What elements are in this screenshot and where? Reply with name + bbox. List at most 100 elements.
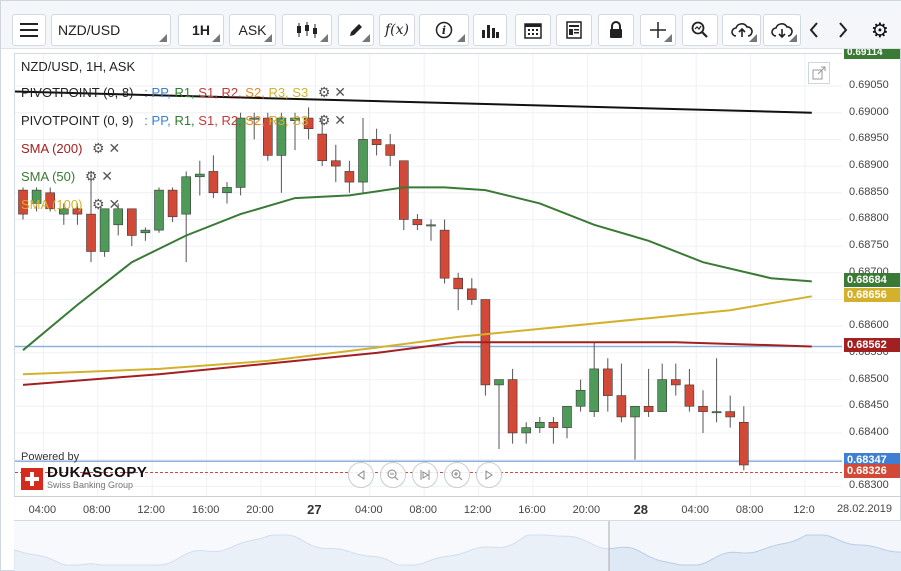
candle-body bbox=[426, 224, 436, 227]
candle-body bbox=[562, 405, 572, 428]
time-tick-label: 20:00 bbox=[572, 504, 601, 516]
candle-body bbox=[72, 208, 83, 215]
time-tick-label: 16:00 bbox=[518, 504, 546, 516]
price-tick-label: 0.68800 bbox=[849, 212, 889, 225]
close-icon[interactable]: ✕ bbox=[334, 84, 347, 100]
price-axis[interactable]: 0.69114 0.69050 0.69000 0.68950 0.68900 0.688… bbox=[842, 49, 901, 496]
gear-icon: ⚙ bbox=[871, 18, 889, 42]
time-tick-label: 08:00 bbox=[735, 504, 764, 516]
candle-body bbox=[263, 117, 273, 156]
dropdown-caret-icon bbox=[664, 34, 672, 42]
gear-icon[interactable]: ⚙ bbox=[317, 112, 331, 128]
scroll-right-button[interactable] bbox=[476, 462, 502, 488]
expand-button[interactable] bbox=[808, 62, 830, 84]
settings-button[interactable]: ⚙ bbox=[865, 14, 895, 46]
candle-body bbox=[698, 405, 708, 412]
candle-body bbox=[711, 411, 722, 414]
price-tick-label: 0.68400 bbox=[849, 425, 889, 438]
price-tick-label: 0.68300 bbox=[849, 479, 889, 492]
draw-button[interactable] bbox=[338, 14, 374, 46]
date-box: 28.02.2019 bbox=[836, 503, 892, 515]
price-tick-label: 0.68450 bbox=[849, 399, 889, 412]
triangle-right-icon bbox=[485, 470, 493, 480]
time-tick-label: 08:00 bbox=[83, 504, 111, 516]
scroll-left-button[interactable] bbox=[348, 462, 374, 488]
time-tick-label: 16:00 bbox=[191, 504, 220, 516]
time-tick-label: 27 bbox=[307, 502, 322, 517]
prev-button[interactable] bbox=[802, 14, 826, 46]
sma50-line bbox=[22, 186, 812, 351]
dropdown-caret-icon bbox=[362, 34, 370, 42]
zoom-button[interactable] bbox=[682, 14, 718, 46]
zoom-out-button[interactable] bbox=[380, 462, 406, 488]
candle-body bbox=[18, 189, 28, 215]
reset-view-button[interactable] bbox=[412, 462, 438, 488]
pivot1-s1: S1, bbox=[198, 85, 218, 100]
time-axis[interactable]: 28.02.2019 04:00 08:00 12:00 16:00 20:00 27 04… bbox=[14, 496, 901, 520]
next-button[interactable] bbox=[831, 14, 855, 46]
gear-icon[interactable]: ⚙ bbox=[84, 168, 98, 184]
price-tick-label: 0.68600 bbox=[849, 319, 889, 332]
gear-icon[interactable]: ⚙ bbox=[92, 140, 105, 156]
candle-type-button[interactable] bbox=[282, 14, 332, 46]
candle-body bbox=[235, 117, 246, 188]
function-button[interactable]: f(x) bbox=[379, 14, 415, 46]
pivot1-r3: R3, bbox=[268, 85, 289, 100]
candle-type-icon bbox=[297, 22, 317, 38]
legend-sma50: SMA (50) ⚙ ✕ bbox=[21, 168, 113, 185]
price-chart[interactable]: NZD/USD, 1H, ASK PIVOTPOINT (0, 8) : PP,… bbox=[14, 53, 842, 496]
expand-icon bbox=[812, 66, 826, 80]
candle-body bbox=[371, 139, 382, 146]
close-icon[interactable]: ✕ bbox=[108, 196, 121, 212]
legend-sma200: SMA (200) ⚙ ✕ bbox=[21, 140, 120, 157]
draw-pencil-icon bbox=[350, 24, 362, 36]
download-cloud-icon bbox=[771, 23, 793, 39]
candle-body bbox=[602, 368, 613, 396]
company-name: DUKASCOPY bbox=[47, 464, 148, 481]
svg-text:i: i bbox=[442, 24, 446, 37]
candle-body bbox=[643, 405, 654, 412]
candle-body bbox=[31, 189, 42, 204]
candle-body bbox=[249, 117, 259, 120]
instrument-select[interactable]: NZD/USD bbox=[51, 14, 171, 46]
candle-body bbox=[616, 395, 627, 418]
candle-body bbox=[466, 288, 477, 300]
candle-body bbox=[494, 379, 504, 386]
navigator-strip[interactable] bbox=[13, 520, 901, 571]
candle-body bbox=[290, 117, 300, 122]
news-icon bbox=[566, 21, 582, 39]
calendar-button[interactable] bbox=[515, 14, 551, 46]
bar-chart-button[interactable] bbox=[473, 14, 507, 46]
price-badge: 0.68656 bbox=[844, 288, 900, 303]
close-icon[interactable]: ✕ bbox=[101, 168, 113, 184]
gear-icon[interactable]: ⚙ bbox=[317, 84, 331, 100]
close-icon[interactable]: ✕ bbox=[108, 140, 121, 156]
legend-pivot2: PIVOTPOINT (0, 9) : PP, R1, S1, R2, S2, … bbox=[21, 112, 346, 129]
close-icon[interactable]: ✕ bbox=[334, 112, 347, 128]
crosshair-button[interactable] bbox=[640, 14, 676, 46]
price-tick-label: 0.69000 bbox=[849, 105, 889, 118]
dropdown-caret-icon bbox=[264, 34, 272, 42]
candle-body bbox=[195, 173, 205, 178]
info-icon: i bbox=[435, 21, 453, 39]
zoom-in-button[interactable] bbox=[444, 462, 470, 488]
chart-nav-controls bbox=[348, 462, 502, 488]
lock-button[interactable] bbox=[598, 14, 634, 46]
info-button[interactable]: i bbox=[419, 14, 469, 46]
news-button[interactable] bbox=[556, 14, 592, 46]
pivot1-r1: R1, bbox=[174, 85, 195, 100]
menu-button[interactable] bbox=[12, 14, 46, 46]
time-tick-label: 12:00 bbox=[463, 504, 492, 516]
candle-body bbox=[385, 144, 396, 156]
dropdown-caret-icon bbox=[320, 34, 328, 42]
download-button[interactable] bbox=[763, 14, 801, 46]
upload-button[interactable] bbox=[722, 14, 761, 46]
gear-icon[interactable]: ⚙ bbox=[92, 196, 105, 212]
candle-body bbox=[398, 160, 409, 220]
chart-title: NZD/USD, 1H, ASK bbox=[21, 59, 136, 74]
side-select[interactable]: ASK bbox=[229, 14, 276, 46]
sma200-line bbox=[22, 341, 812, 386]
candle-body bbox=[99, 208, 110, 252]
timeframe-select[interactable]: 1H bbox=[178, 14, 224, 46]
